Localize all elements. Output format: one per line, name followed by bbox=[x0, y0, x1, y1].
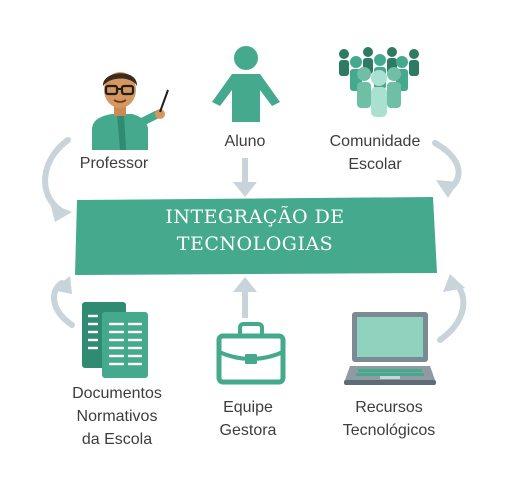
equipe-label: Equipe Gestora bbox=[200, 396, 296, 442]
recursos-label: Recursos Tecnológicos bbox=[326, 396, 452, 442]
center-box bbox=[75, 197, 437, 275]
recursos-label-line1: Recursos bbox=[355, 399, 423, 416]
laptop-icon bbox=[344, 312, 436, 385]
arrowhead-comunidade bbox=[436, 180, 458, 198]
arrowhead-aluno bbox=[233, 182, 257, 197]
arrowhead-recursos bbox=[443, 274, 465, 292]
documentos-label-line1: Documentos bbox=[72, 385, 162, 402]
center-title-line1: INTEGRAÇÃO DE bbox=[165, 206, 345, 228]
comunidade-label: Comunidade Escolar bbox=[322, 130, 428, 176]
professor-label: Professor bbox=[79, 155, 149, 172]
arrow-professor bbox=[42, 137, 71, 213]
center-title: INTEGRAÇÃO DE TECNOLOGIAS bbox=[73, 204, 437, 258]
teacher-icon bbox=[92, 72, 169, 150]
documentos-label: Documentos Normativos da Escola bbox=[56, 382, 178, 451]
comunidade-label-line1: Comunidade bbox=[329, 133, 421, 150]
arrowhead-documentos bbox=[52, 276, 72, 294]
arrowhead-professor bbox=[50, 203, 72, 222]
documentos-label-line2: Normativos bbox=[76, 408, 158, 425]
documentos-label-line3: da Escola bbox=[81, 431, 153, 448]
recursos-label-line2: Tecnológicos bbox=[342, 422, 436, 439]
student-icon bbox=[212, 46, 280, 122]
equipe-label-line1: Equipe bbox=[223, 399, 273, 416]
aluno-label: Aluno bbox=[224, 133, 266, 150]
community-icon bbox=[339, 47, 419, 117]
documents-icon bbox=[82, 302, 148, 378]
arrowhead-equipe bbox=[233, 277, 257, 292]
briefcase-icon bbox=[216, 322, 286, 385]
center-title-line2: TECNOLOGIAS bbox=[176, 233, 334, 255]
equipe-label-line2: Gestora bbox=[219, 422, 277, 439]
comunidade-label-line2: Escolar bbox=[348, 156, 402, 173]
